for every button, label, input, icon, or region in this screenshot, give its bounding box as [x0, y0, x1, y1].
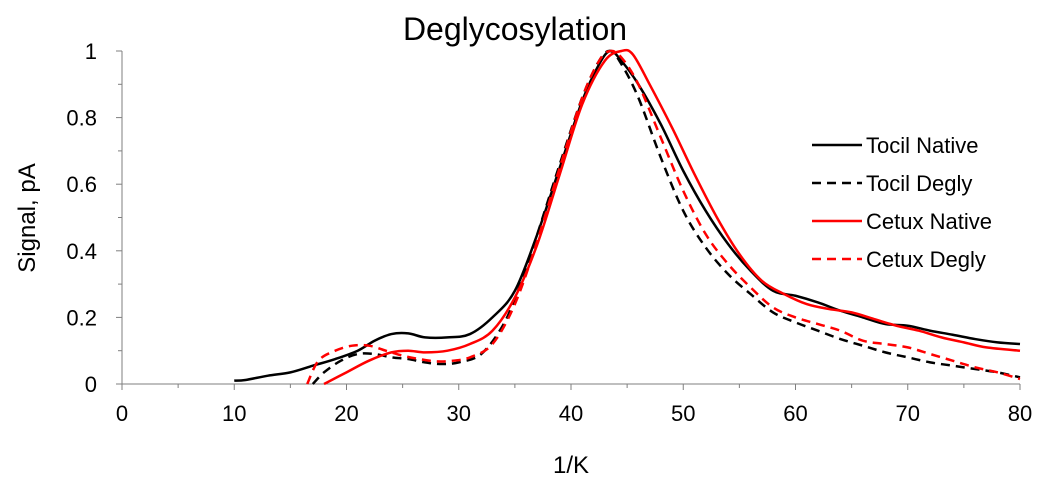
x-tick-label: 30 — [447, 401, 471, 426]
series-group — [234, 48, 1021, 386]
x-tick-label: 50 — [671, 401, 695, 426]
y-tick-label: 0.8 — [66, 106, 97, 131]
legend-label: Tocil Native — [866, 133, 978, 158]
x-tick-label: 0 — [116, 401, 128, 426]
chart-title: Deglycosylation — [403, 11, 627, 47]
series-line-cetux-native — [323, 48, 1021, 386]
x-tick-label: 80 — [1008, 401, 1032, 426]
series-line-cetux-degly — [306, 49, 1021, 385]
y-axis-title: Signal, pA — [14, 163, 41, 272]
legend-label: Cetux Degly — [866, 247, 986, 272]
y-tick-label: 0 — [85, 372, 97, 397]
axes: 0 10 20 30 40 50 60 70 80 0 0.2 0.4 0.6 0.8 1 — [66, 39, 1032, 426]
y-tick-label: 0.6 — [66, 172, 97, 197]
x-tick-label: 10 — [222, 401, 246, 426]
y-tick-label: 0.4 — [66, 239, 97, 264]
y-tick-label: 1 — [85, 39, 97, 64]
x-tick-label: 60 — [783, 401, 807, 426]
y-tick-label: 0.2 — [66, 305, 97, 330]
x-tick-label: 20 — [334, 401, 358, 426]
series-line-tocil-degly — [311, 49, 1021, 385]
legend: Tocil Native Tocil Degly Cetux Native Cetux… — [812, 133, 992, 272]
x-tick-label: 70 — [896, 401, 920, 426]
x-axis-title: 1/K — [553, 452, 589, 479]
legend-label: Tocil Degly — [866, 171, 972, 196]
legend-label: Cetux Native — [866, 209, 992, 234]
x-tick-label: 40 — [559, 401, 583, 426]
